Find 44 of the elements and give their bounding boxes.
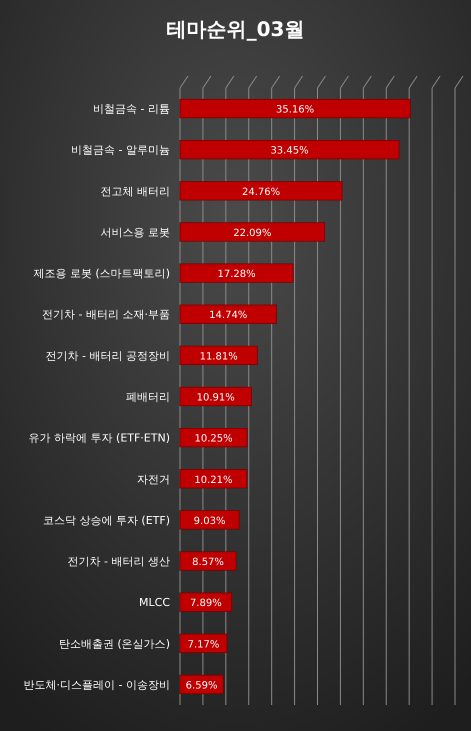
- data-label: 22.09%: [233, 228, 272, 239]
- data-label: 7.17%: [188, 639, 220, 650]
- data-label: 9.03%: [194, 516, 226, 527]
- data-label: 6.59%: [186, 680, 218, 692]
- data-label: 17.28%: [218, 269, 256, 280]
- y-tick-label: 코스닥 상승에 투자 (ETF): [42, 514, 170, 527]
- y-tick-label: 전기차 - 배터리 공정장비: [46, 349, 170, 362]
- data-label: 35.16%: [276, 104, 314, 116]
- y-tick-label: 폐배터리: [126, 390, 170, 404]
- y-tick-label: 제조용 로봇 (스마트팩토리): [33, 267, 170, 280]
- data-label: 24.76%: [242, 186, 280, 198]
- y-tick-label: 전기차 - 배터리 소재·부품: [42, 308, 170, 322]
- data-label: 10.21%: [194, 474, 232, 486]
- bar: [180, 181, 343, 200]
- y-tick-label: 반도체·디스플레이 - 이송장비: [24, 678, 170, 692]
- y-tick-label: 유가 하락에 투자 (ETF·ETN): [28, 432, 170, 445]
- data-label: 33.45%: [270, 146, 309, 157]
- bar: [180, 304, 277, 324]
- data-label: 10.91%: [196, 392, 235, 404]
- y-tick-label: 비철금속 - 알루미늄: [71, 144, 170, 157]
- y-tick-label: 전기차 - 배터리 생산: [68, 555, 170, 568]
- y-tick-label: 자전거: [137, 472, 170, 486]
- data-label: 11.81%: [200, 351, 238, 362]
- y-tick-label: MLCC: [139, 596, 170, 610]
- data-label: 8.57%: [192, 557, 224, 568]
- y-tick-label: 탄소배출권 (온실가스): [58, 637, 170, 650]
- data-label: 14.74%: [209, 310, 248, 322]
- bar: [180, 222, 326, 242]
- data-label: 7.89%: [190, 598, 222, 610]
- bar: [180, 98, 411, 118]
- bar: [180, 140, 400, 160]
- chart-title: 테마순위_03월: [166, 17, 304, 41]
- bar: [180, 346, 258, 366]
- y-tick-label: 전고체 배터리: [100, 184, 170, 198]
- y-tick-label: 서비스용 로봇: [100, 226, 170, 239]
- data-label: 10.25%: [194, 434, 233, 445]
- bar: [180, 263, 294, 283]
- bar: [180, 592, 232, 612]
- bar: [180, 386, 252, 406]
- bar: [180, 510, 240, 530]
- bar: [180, 634, 228, 653]
- bar: [180, 469, 248, 488]
- y-tick-label: 비철금속 - 리튬: [93, 102, 170, 116]
- bar: [180, 428, 248, 448]
